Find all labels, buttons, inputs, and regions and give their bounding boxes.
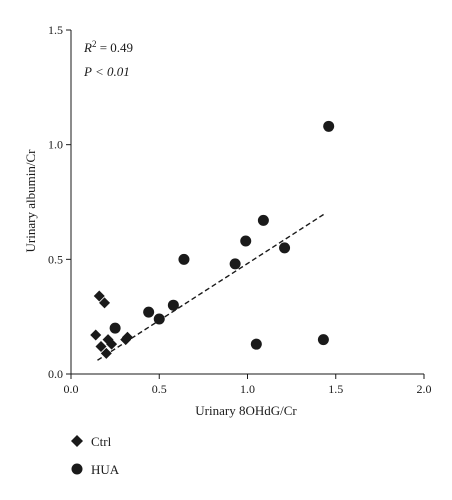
x-axis-title: Urinary 8OHdG/Cr [195, 403, 297, 418]
y-tick-label-0: 0.0 [48, 367, 63, 381]
hua-point-6 [240, 235, 252, 247]
hua-point-9 [279, 242, 291, 254]
r-squared-annotation: R2 = 0.49 [83, 39, 133, 55]
legend-hua-label: HUA [91, 462, 120, 477]
x-tick-label-1: 0.5 [152, 382, 167, 396]
hua-point-11 [323, 120, 335, 132]
legend-hua-marker [71, 463, 83, 475]
y-tick-label-2: 1.0 [48, 138, 63, 152]
p-value-annotation: P < 0.01 [83, 64, 130, 79]
x-tick-label-4: 2.0 [417, 382, 432, 396]
axes: 0.0 0.5 1.0 1.5 2.0 0.0 0.5 1.0 1.5 [48, 23, 432, 396]
hua-point-4 [178, 253, 190, 265]
y-axis-title: Urinary albumin/Cr [23, 149, 38, 253]
hua-point-10 [317, 334, 329, 346]
regression-line-group [97, 212, 326, 361]
legend: Ctrl HUA [71, 434, 120, 477]
data-points [90, 120, 335, 359]
hua-point-1 [143, 306, 155, 318]
ctrl-point-1 [93, 290, 105, 302]
ctrl-point-0 [90, 329, 102, 341]
ctrl-point-3 [99, 297, 111, 309]
ctrl-point-2 [95, 340, 107, 352]
ctrl-point-8 [121, 331, 133, 343]
hua-point-5 [229, 258, 241, 270]
hua-point-0 [109, 322, 121, 334]
x-tick-label-3: 1.5 [328, 382, 343, 396]
y-tick-label-3: 1.5 [48, 23, 63, 37]
hua-point-3 [167, 299, 179, 311]
ctrl-point-6 [106, 338, 118, 350]
x-tick-label-0: 0.0 [64, 382, 79, 396]
legend-ctrl-label: Ctrl [91, 434, 112, 449]
hua-point-2 [153, 313, 165, 325]
y-tick-label-1: 0.5 [48, 252, 63, 266]
x-tick-label-2: 1.0 [240, 382, 255, 396]
hua-point-8 [257, 214, 269, 226]
hua-point-7 [250, 338, 262, 350]
regression-line [97, 212, 326, 361]
legend-ctrl-marker [71, 435, 83, 447]
ctrl-point-4 [100, 347, 112, 359]
